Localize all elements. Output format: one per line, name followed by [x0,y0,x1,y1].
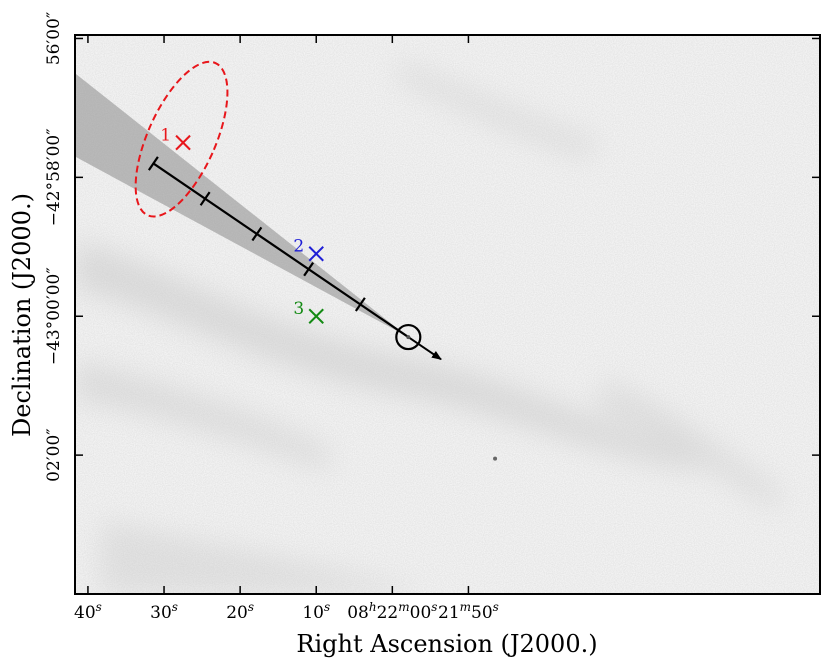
uncertainty-cone [75,73,409,338]
x-tick-label: 40s [74,600,102,623]
plot-frame [74,34,821,595]
trajectory-arrow [407,336,442,361]
trajectory-tick [354,297,366,312]
trajectory-tick [303,261,315,277]
candidate-marker-2: 2 [293,237,324,262]
x-tick-label: 10s [302,600,330,623]
y-tick-label: −42°58′00″ [44,128,64,226]
x-tick-label: 20s [226,600,254,623]
y-tick-label: 02′00″ [44,428,64,481]
y-tick-label: 56′00″ [44,12,64,65]
candidate-label: 1 [160,126,171,146]
y-tick-label: −43°00′00″ [44,267,64,365]
candidate-marker-1: 1 [160,126,191,151]
x-tick-label: 30s [150,600,178,623]
candidate-label: 3 [293,299,304,319]
trajectory-tick [147,156,159,171]
candidate-marker-3: 3 [293,299,324,324]
trajectory-tick [251,226,263,242]
source-point [406,335,411,340]
x-axis-title: Right Ascension (J2000.) [296,630,597,658]
candidate-label: 2 [293,237,304,257]
x-tick-label: 08h22m00s [347,600,437,623]
candidate-x-stroke [308,246,324,262]
y-axis-title: Declination (J2000.) [8,193,36,437]
sky-image [75,35,820,594]
source-circle [395,323,422,351]
x-tick-label: 21m50s [438,600,499,623]
candidate-x-stroke [175,134,191,151]
field-star [493,456,498,461]
trajectory-tick [199,191,211,206]
candidate-x-stroke [308,308,324,324]
trajectory-line [152,162,409,338]
error-ellipse [134,60,229,218]
